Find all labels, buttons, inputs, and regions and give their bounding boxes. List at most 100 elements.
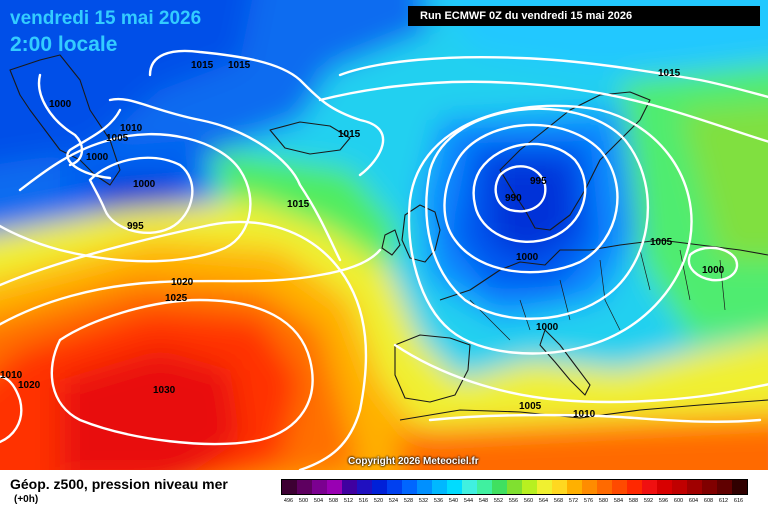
iberia-coast [394,334,471,403]
isobar-line [0,248,382,326]
isobar-line [443,123,619,274]
isobar-label: 1005 [106,133,129,144]
isobar-line [407,104,693,355]
isobar-label: 990 [505,193,522,204]
legend-swatch [732,480,747,494]
isobar-label: 1000 [536,322,559,333]
legend-value: 596 [658,498,669,504]
isobar-label: 1005 [519,401,542,412]
legend-value: 560 [523,498,534,504]
legend-value: 516 [358,498,369,504]
forecast-date: vendredi 15 mai 2026 [10,8,202,29]
legend-swatch [717,480,732,494]
isobar-line [37,73,84,167]
legend-value: 504 [313,498,324,504]
iceland-coast [269,121,351,155]
isobar-line [318,80,768,143]
legend-swatch [642,480,657,494]
forecast-time: 2:00 locale [10,33,118,56]
isobar-line [0,133,252,263]
copyright-notice: Copyright 2026 Meteociel.fr [348,456,479,467]
isobar-label: 1015 [338,129,361,140]
legend-value: 556 [508,498,519,504]
legend-swatch [417,480,432,494]
legend-swatch [387,480,402,494]
isobar-label: 1030 [153,385,176,396]
legend-swatch [627,480,642,494]
isobar-line [50,298,314,446]
isobar-line [0,375,23,444]
isobar-label: 1010 [0,370,23,381]
legend-swatch [372,480,387,494]
isobar-labels: 1015 1015 1000 1005 1010 1000 1000 995 1… [0,60,725,420]
legend-value: 552 [493,498,504,504]
isobars [0,49,768,470]
isobar-line [472,142,587,243]
run-banner: Run ECMWF 0Z du vendredi 15 mai 2026 [408,6,760,26]
legend-value: 588 [628,498,639,504]
isobar-line [494,165,547,213]
isobar-line [428,413,762,423]
north-africa-coast [399,399,768,421]
isobar-label: 1000 [86,152,109,163]
legend-value: 592 [643,498,654,504]
legend-swatch [612,480,627,494]
legend-swatch [657,480,672,494]
coastlines [9,54,768,421]
isobar-line [338,55,768,99]
legend-value: 536 [433,498,444,504]
legend-swatch [492,480,507,494]
greenland-coast [9,54,121,186]
isobar-label: 1015 [658,68,681,79]
legend-value: 616 [733,498,744,504]
isobar-line [148,49,385,177]
legend-swatch [297,480,312,494]
isobar-line [66,108,122,180]
legend-value: 576 [583,498,594,504]
legend-swatch [402,480,417,494]
legend-value: 564 [538,498,549,504]
legend-value: 608 [703,498,714,504]
geopotential-field [0,0,768,470]
isobar-label: 1000 [49,99,72,110]
legend-swatch [507,480,522,494]
map-parameter-title: Géop. z500, pression niveau mer [10,476,228,492]
scandinavia-coast [499,91,651,231]
legend-swatch [687,480,702,494]
borders [469,249,726,341]
legend-swatch [327,480,342,494]
legend-value: 600 [673,498,684,504]
legend-value: 580 [598,498,609,504]
legend-value: 508 [328,498,339,504]
legend-value: 496 [283,498,294,504]
isobar-label: 1005 [650,237,673,248]
isobar-line [108,97,342,262]
legend-swatch [432,480,447,494]
legend-value: 584 [613,498,624,504]
legend-labels: 496 500 504 508 512 516 520 524 528 532 536 540 544 5… [281,498,746,504]
legend-swatch [672,480,687,494]
legend-swatch [477,480,492,494]
legend-swatch [702,480,717,494]
forecast-step: (+0h) [14,494,39,505]
british-isles-coast [381,204,441,263]
legend-value: 520 [373,498,384,504]
isobar-label: 1000 [516,252,539,263]
legend-value: 572 [568,498,579,504]
legend-swatch [312,480,327,494]
isobar-line [0,220,368,470]
map-canvas: 1015 1015 1000 1005 1010 1000 1000 995 1… [0,0,768,470]
isobar-label: 1020 [18,380,41,391]
legend-value: 548 [478,498,489,504]
isobar-label: 1015 [191,60,214,71]
isobar-label: 1010 [573,409,596,420]
legend-value: 512 [343,498,354,504]
legend-swatch [447,480,462,494]
legend-swatch [282,480,297,494]
isobar-label: 1000 [133,179,156,190]
isobar-label: 1015 [287,199,310,210]
legend-swatch [537,480,552,494]
europe-coast [439,239,768,301]
legend-swatch [357,480,372,494]
legend-swatch [597,480,612,494]
